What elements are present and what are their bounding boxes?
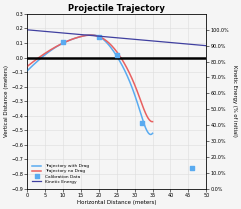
Trajectory with Drag [89, 33, 92, 36]
Kinetic Energy [97, 35, 100, 37]
Trajectory no Drag [31, 61, 34, 64]
Calibration Data [61, 41, 65, 44]
Trajectory with Drag [149, 133, 152, 136]
Y-axis label: Kinetic Energy (% of initial): Kinetic Energy (% of initial) [232, 65, 237, 137]
Line: Kinetic Energy: Kinetic Energy [27, 30, 206, 46]
Trajectory no Drag [141, 104, 144, 107]
Y-axis label: Vertical Distance (meters): Vertical Distance (meters) [4, 65, 9, 137]
Kinetic Energy [169, 41, 172, 44]
Trajectory with Drag [26, 69, 29, 72]
Trajectory with Drag [31, 65, 34, 67]
Trajectory no Drag [26, 65, 29, 68]
Trajectory no Drag [33, 59, 36, 62]
Trajectory no Drag [151, 120, 154, 123]
Trajectory with Drag [49, 49, 52, 52]
Line: Trajectory with Drag: Trajectory with Drag [27, 35, 153, 134]
Trajectory with Drag [151, 132, 154, 135]
Kinetic Energy [26, 29, 29, 31]
X-axis label: Horizontal Distance (meters): Horizontal Distance (meters) [77, 200, 156, 205]
Line: Trajectory no Drag: Trajectory no Drag [27, 35, 153, 122]
Trajectory with Drag [33, 62, 36, 65]
Kinetic Energy [62, 32, 65, 34]
Kinetic Energy [133, 38, 136, 41]
Calibration Data [115, 53, 119, 56]
Calibration Data [97, 35, 101, 38]
Trajectory no Drag [89, 34, 92, 36]
Trajectory no Drag [49, 48, 52, 51]
Kinetic Energy [205, 45, 208, 47]
Title: Projectile Trajectory: Projectile Trajectory [68, 4, 165, 13]
Trajectory no Drag [150, 120, 153, 123]
Trajectory with Drag [146, 129, 148, 132]
Calibration Data [140, 121, 144, 125]
Calibration Data [190, 167, 194, 170]
Trajectory with Drag [59, 43, 62, 46]
Legend: Trajectory with Drag, Trajectory no Drag, Calibration Data, Kinetic Energy: Trajectory with Drag, Trajectory no Drag… [31, 163, 90, 185]
Trajectory with Drag [141, 118, 144, 121]
Trajectory no Drag [59, 43, 62, 46]
Trajectory no Drag [146, 115, 148, 117]
